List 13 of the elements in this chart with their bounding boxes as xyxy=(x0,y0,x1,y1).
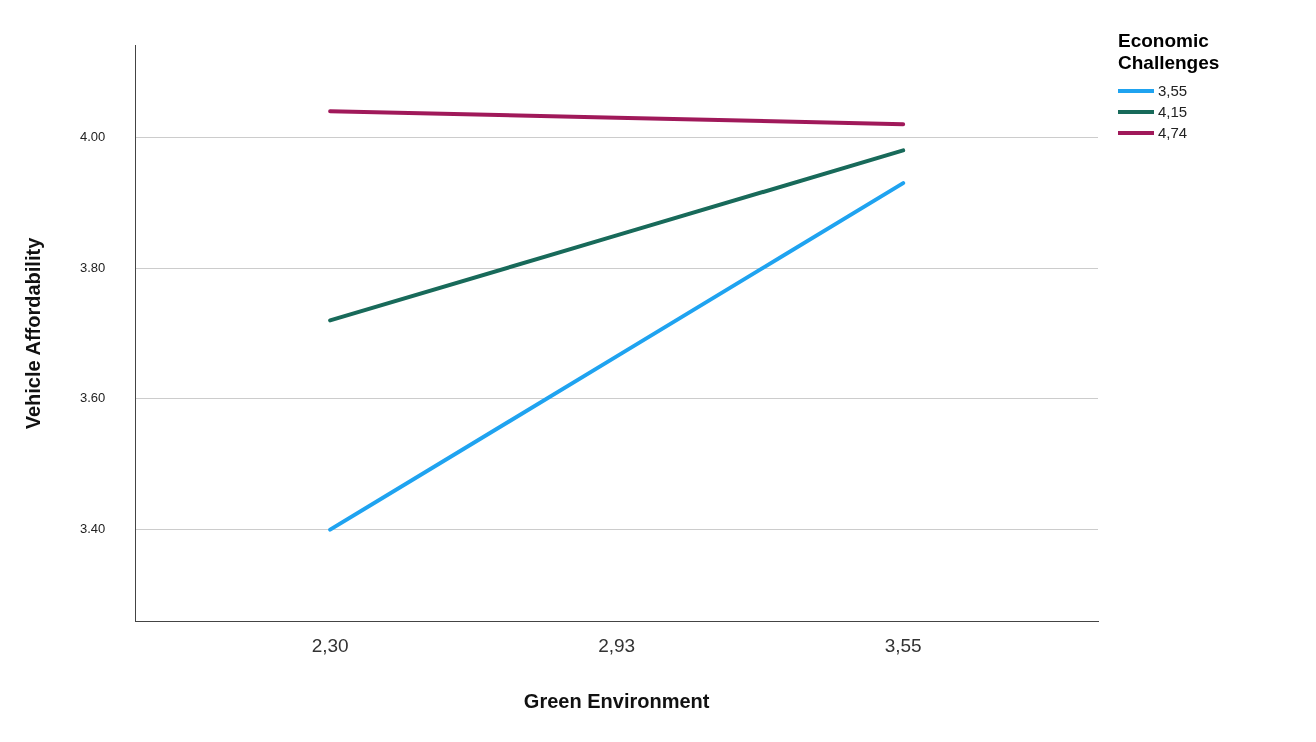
legend-label: 4,74 xyxy=(1158,124,1188,141)
x-axis-title: Green Environment xyxy=(523,689,710,712)
y-tick-label: 3.40 xyxy=(79,521,106,537)
x-tick-label: 3,55 xyxy=(884,634,922,656)
legend-label: 3,55 xyxy=(1158,82,1188,99)
y-tick-label: 3.60 xyxy=(79,390,106,406)
y-tick-label: 4.00 xyxy=(79,128,106,144)
x-tick-label: 2,30 xyxy=(311,634,349,656)
y-tick-label: 3.80 xyxy=(79,259,106,275)
legend-label: 4,15 xyxy=(1158,103,1188,120)
y-axis-title: Vehicle Affordability xyxy=(21,236,44,430)
legend-title: Economic Challenges xyxy=(1118,30,1221,74)
x-tick-label: 2,93 xyxy=(598,634,636,656)
